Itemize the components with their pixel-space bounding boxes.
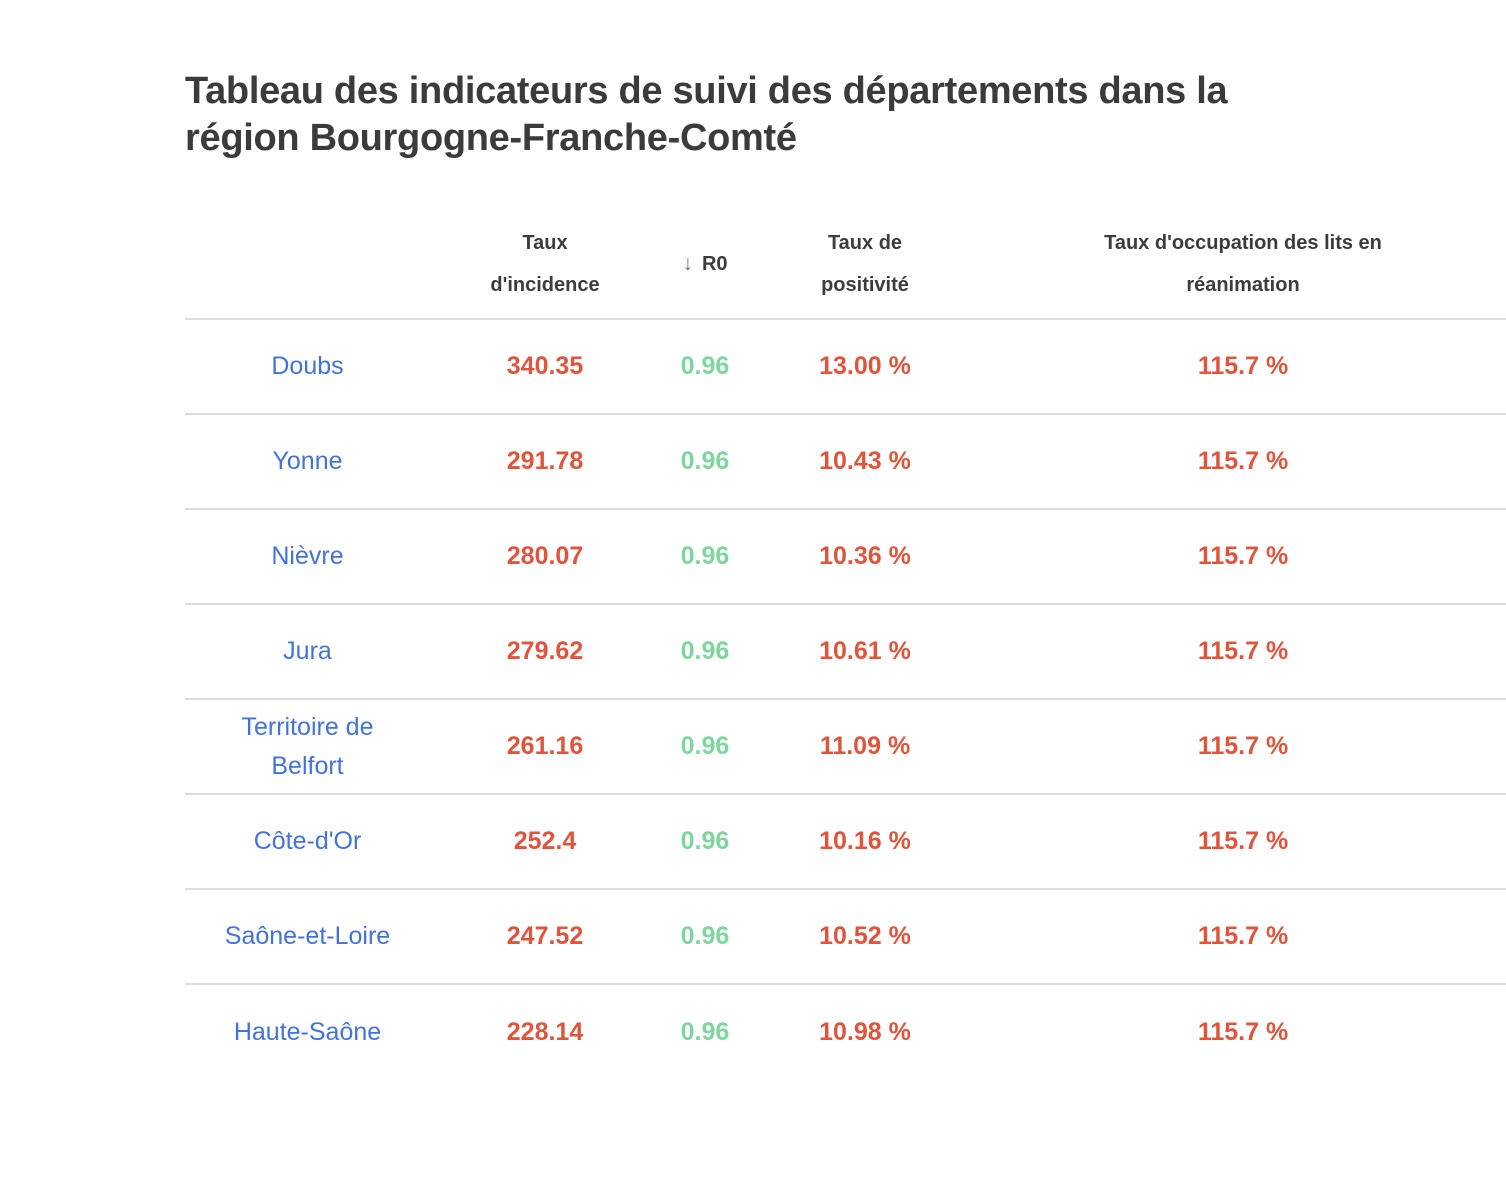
icu-occupancy-value: 115.7 % <box>1197 922 1289 950</box>
incidence-value: 280.07 <box>506 542 584 570</box>
r0-value: 0.96 <box>680 637 730 665</box>
r0-value: 0.96 <box>680 447 730 475</box>
r0-value: 0.96 <box>680 827 730 855</box>
department-link[interactable]: Jura <box>283 637 332 665</box>
icu-occupancy-value: 115.7 % <box>1197 352 1289 380</box>
r0-value: 0.96 <box>680 732 730 760</box>
r0-value: 0.96 <box>680 922 730 950</box>
table-row: Côte-d'Or 252.4 0.96 10.16 % 115.7 % <box>185 795 1506 890</box>
column-header-icu-line2: réanimation <box>1186 274 1300 296</box>
column-header-positivity-line1: Taux de <box>827 232 903 254</box>
icu-occupancy-value: 115.7 % <box>1197 732 1289 760</box>
table-row: Nièvre 280.07 0.96 10.36 % 115.7 % <box>185 510 1506 605</box>
department-link[interactable]: Côte-d'Or <box>253 827 362 855</box>
column-header-icu-occupancy[interactable]: Taux d'occupation des lits en réanimatio… <box>980 222 1506 306</box>
positivity-value: 11.09 % <box>819 732 911 760</box>
page-title-line-2: région Bourgogne-Franche-Comté <box>185 117 797 159</box>
page: Tableau des indicateurs de suivi des dép… <box>185 68 1506 1080</box>
department-link[interactable]: Doubs <box>271 352 344 380</box>
column-header-incidence[interactable]: Taux d'incidence <box>430 222 660 306</box>
incidence-value: 261.16 <box>506 732 584 760</box>
column-header-incidence-line1: Taux <box>522 232 568 254</box>
page-title: Tableau des indicateurs de suivi des dép… <box>185 68 1506 162</box>
table-row: Saône-et-Loire 247.52 0.96 10.52 % 115.7… <box>185 890 1506 985</box>
incidence-value: 247.52 <box>506 922 584 950</box>
table-row: Jura 279.62 0.96 10.61 % 115.7 % <box>185 605 1506 700</box>
r0-value: 0.96 <box>680 352 730 380</box>
column-header-positivity[interactable]: Taux de positivité <box>750 222 980 306</box>
table-header-row: Taux d'incidence ↓ R0 Taux de positivité … <box>185 222 1506 320</box>
positivity-value: 10.61 % <box>819 637 911 665</box>
incidence-value: 228.14 <box>506 1018 584 1046</box>
incidence-value: 291.78 <box>506 447 584 475</box>
table-row: Doubs 340.35 0.96 13.00 % 115.7 % <box>185 320 1506 415</box>
column-header-r0-label: R0 <box>701 253 728 275</box>
indicators-table: Taux d'incidence ↓ R0 Taux de positivité … <box>185 222 1506 1080</box>
icu-occupancy-value: 115.7 % <box>1197 1018 1289 1046</box>
table-row: Territoire de Belfort 261.16 0.96 11.09 … <box>185 700 1506 795</box>
incidence-value: 340.35 <box>506 352 584 380</box>
column-header-incidence-line2: d'incidence <box>490 274 600 296</box>
column-header-icu-line1: Taux d'occupation des lits en <box>1104 232 1382 254</box>
department-link[interactable]: Nièvre <box>271 542 344 570</box>
positivity-value: 10.52 % <box>819 922 911 950</box>
icu-occupancy-value: 115.7 % <box>1197 637 1289 665</box>
icu-occupancy-value: 115.7 % <box>1197 827 1289 855</box>
positivity-value: 10.98 % <box>819 1018 911 1046</box>
page-title-line-1: Tableau des indicateurs de suivi des dép… <box>185 70 1228 112</box>
r0-value: 0.96 <box>680 1018 730 1046</box>
positivity-value: 10.43 % <box>819 447 911 475</box>
department-link[interactable]: Territoire de Belfort <box>241 712 374 780</box>
department-link[interactable]: Yonne <box>272 447 343 475</box>
table-row: Yonne 291.78 0.96 10.43 % 115.7 % <box>185 415 1506 510</box>
icu-occupancy-value: 115.7 % <box>1197 447 1289 475</box>
r0-value: 0.96 <box>680 542 730 570</box>
department-link[interactable]: Saône-et-Loire <box>224 922 391 950</box>
positivity-value: 10.36 % <box>819 542 911 570</box>
sort-descending-icon[interactable]: ↓ <box>682 252 693 275</box>
column-header-positivity-line2: positivité <box>821 274 909 296</box>
icu-occupancy-value: 115.7 % <box>1197 542 1289 570</box>
incidence-value: 279.62 <box>506 637 584 665</box>
department-link[interactable]: Haute-Saône <box>233 1018 382 1046</box>
table-row: Haute-Saône 228.14 0.96 10.98 % 115.7 % <box>185 985 1506 1080</box>
column-header-r0[interactable]: ↓ R0 <box>660 243 750 285</box>
incidence-value: 252.4 <box>513 827 577 855</box>
positivity-value: 13.00 % <box>819 352 911 380</box>
positivity-value: 10.16 % <box>819 827 911 855</box>
